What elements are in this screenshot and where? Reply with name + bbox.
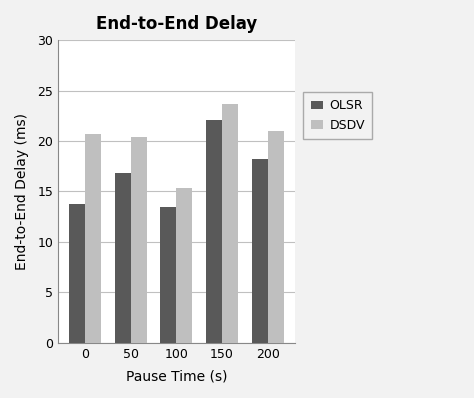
Bar: [130, 137, 146, 343]
Bar: [206, 120, 222, 343]
Bar: [252, 159, 268, 343]
X-axis label: Pause Time (s): Pause Time (s): [126, 369, 227, 383]
Bar: [115, 173, 130, 343]
Title: End-to-End Delay: End-to-End Delay: [96, 15, 257, 33]
Bar: [160, 207, 176, 343]
Legend: OLSR, DSDV: OLSR, DSDV: [303, 92, 373, 139]
Bar: [268, 131, 284, 343]
Bar: [69, 203, 85, 343]
Bar: [176, 188, 192, 343]
Bar: [85, 134, 101, 343]
Y-axis label: End-to-End Delay (ms): End-to-End Delay (ms): [15, 113, 29, 270]
Bar: [222, 103, 238, 343]
